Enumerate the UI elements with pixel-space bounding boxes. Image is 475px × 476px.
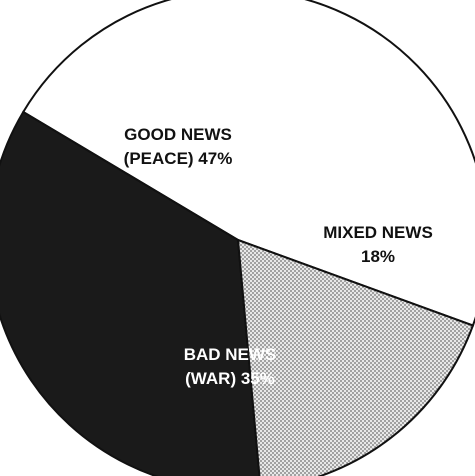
slice-label-good-line-0: GOOD NEWS [124, 125, 232, 144]
slice-label-mixed-line-0: MIXED NEWS [323, 223, 433, 242]
pie-slice-bad [0, 110, 261, 476]
pie-slice-mixed [236, 238, 475, 476]
slice-label-mixed-line-1: 18% [361, 247, 395, 266]
slice-label-bad-line-0: BAD NEWS [184, 345, 277, 364]
pie-slice-good [21, 0, 475, 327]
slice-label-mixed: MIXED NEWS 18% [323, 223, 433, 266]
slice-label-bad: BAD NEWS (WAR) 35% [184, 345, 277, 388]
pie-labels: GOOD NEWS (PEACE) 47% MIXED NEWS 18% BAD NEW… [124, 125, 433, 388]
slice-label-good: GOOD NEWS (PEACE) 47% [124, 125, 233, 168]
slice-label-bad-line-1: (WAR) 35% [185, 369, 275, 388]
slice-label-good-line-1: (PEACE) 47% [124, 149, 233, 168]
